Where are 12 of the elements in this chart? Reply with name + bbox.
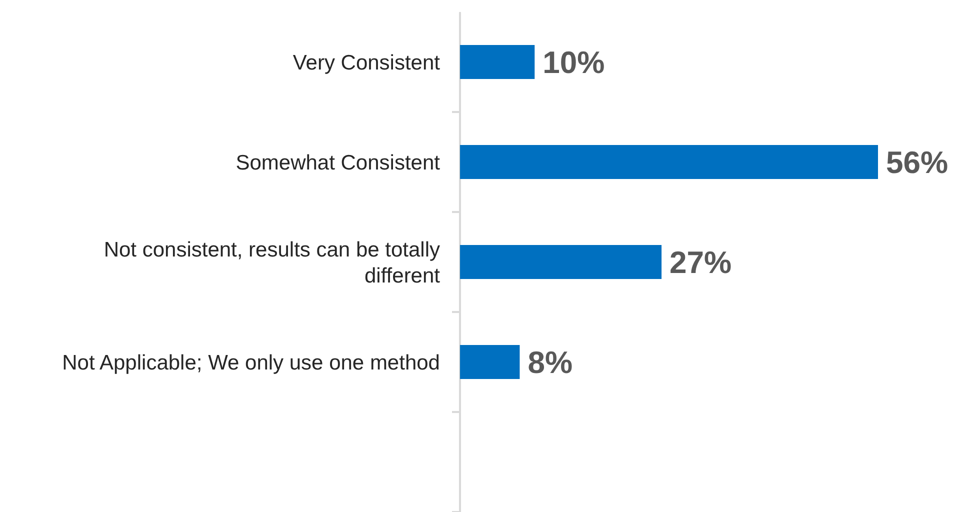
- data-label: 10%: [542, 44, 605, 80]
- data-label: 8%: [528, 344, 573, 380]
- data-label: 56%: [886, 144, 948, 180]
- bar: [460, 345, 520, 379]
- bar: [460, 245, 662, 279]
- y-tick-label: Not Applicable; We only use one method: [62, 351, 440, 374]
- data-label: 27%: [670, 244, 732, 280]
- y-tick-label: Not consistent, results can be totally different: [104, 238, 440, 288]
- bar: [460, 45, 535, 79]
- bar: [460, 145, 878, 179]
- y-tick-label: Very Consistent: [292, 51, 440, 74]
- y-tick-label: Somewhat Consistent: [236, 151, 440, 174]
